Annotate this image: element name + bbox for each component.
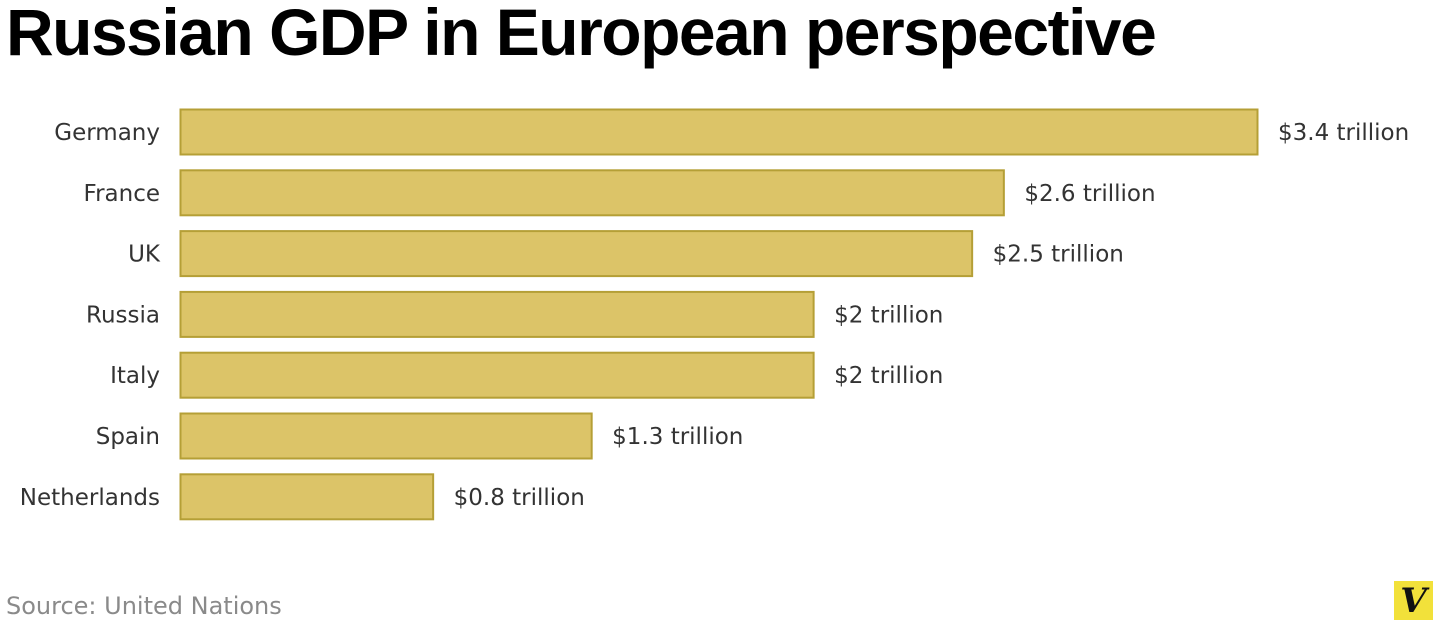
bar-netherlands <box>179 473 435 521</box>
category-label-netherlands: Netherlands <box>20 485 160 511</box>
bar-germany <box>179 108 1259 156</box>
bar-spain <box>179 412 593 460</box>
category-label-spain: Spain <box>96 424 160 450</box>
bars-layer <box>179 108 1259 521</box>
category-label-italy: Italy <box>110 363 160 389</box>
vox-logo-letter: V <box>1400 580 1427 621</box>
value-label-italy: $2 trillion <box>834 363 943 389</box>
category-label-uk: UK <box>128 242 161 268</box>
value-label-russia: $2 trillion <box>834 302 943 328</box>
bar-uk <box>179 230 974 278</box>
category-label-russia: Russia <box>86 302 160 328</box>
labels-layer: Germany $3.4 trillion France $2.6 trillion U… <box>20 120 1409 511</box>
value-label-france: $2.6 trillion <box>1024 181 1155 207</box>
vox-logo: V <box>1394 581 1433 620</box>
source-note: Source: United Nations <box>6 592 282 620</box>
value-label-spain: $1.3 trillion <box>612 424 743 450</box>
value-label-germany: $3.4 trillion <box>1278 120 1409 146</box>
bar-russia <box>179 290 815 338</box>
bar-italy <box>179 351 815 399</box>
chart-title: Russian GDP in European perspective <box>6 0 1157 69</box>
category-label-france: France <box>84 181 160 207</box>
bar-chart: Germany $3.4 trillion France $2.6 trillion U… <box>20 108 1409 521</box>
category-label-germany: Germany <box>54 120 160 146</box>
bar-france <box>179 169 1005 217</box>
value-label-netherlands: $0.8 trillion <box>454 485 585 511</box>
value-label-uk: $2.5 trillion <box>993 242 1124 268</box>
